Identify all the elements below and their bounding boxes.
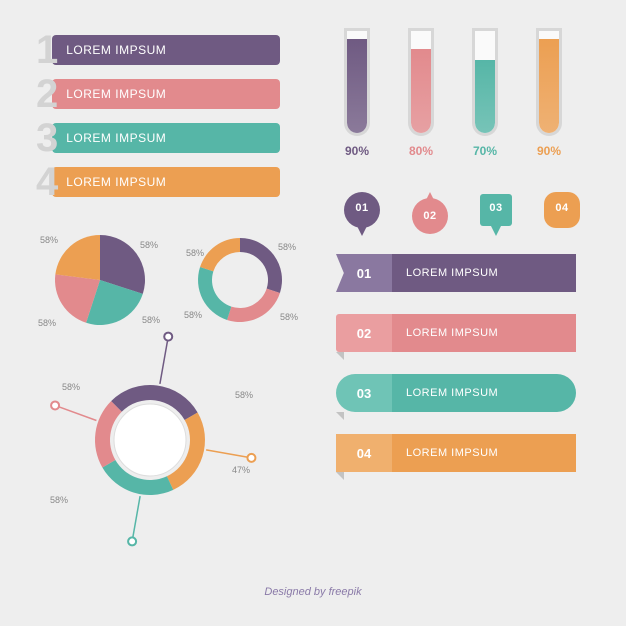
tube-container [536,28,562,136]
tube-fill [347,39,367,134]
tube-percent-label: 80% [400,144,442,158]
banner-bar: LOREM IMPSUM [52,35,280,65]
tube-container [344,28,370,136]
ribbon-1: 01 LOREM IMPSUM [336,254,576,292]
ribbon-body: LOREM IMPSUM [392,434,576,472]
pie-label: 58% [40,235,58,245]
ribbon-label: LOREM IMPSUM [406,387,498,399]
donut-label: 58% [184,310,202,320]
ribbon-label: LOREM IMPSUM [406,267,498,279]
banner-label: LOREM IMPSUM [66,175,166,189]
ribbon-label: LOREM IMPSUM [406,447,498,459]
ring-callout-label: 47% [232,465,250,475]
ring-callout-label: 58% [62,382,80,392]
banner-label: LOREM IMPSUM [66,131,166,145]
ribbon-number-flag: 01 [336,254,392,292]
marker-number: 01 [340,202,384,214]
ring-callout-label: 58% [50,495,68,505]
pie-label: 58% [142,315,160,325]
banner-bar: LOREM IMPSUM [52,79,280,109]
marker-badge-2: 02 [408,190,452,238]
tube-fill [411,49,431,133]
banner-row-3: 3 LOREM IMPSUM [36,118,280,158]
marker-number: 02 [408,210,452,222]
ribbon-body: LOREM IMPSUM [392,374,576,412]
tube-percent-label: 90% [528,144,570,158]
banner-number: 4 [36,162,56,202]
pie-label: 58% [140,240,158,250]
ribbon-2: 02 LOREM IMPSUM [336,314,576,352]
tube-container [472,28,498,136]
ribbon-4: 04 LOREM IMPSUM [336,434,576,472]
ribbon-label: LOREM IMPSUM [406,327,498,339]
marker-number: 04 [540,202,584,214]
donut-label: 58% [280,312,298,322]
marker-badge-1: 01 [340,190,384,238]
ribbon-3: 03 LOREM IMPSUM [336,374,576,412]
pie-label: 58% [38,318,56,328]
ring-callout-label: 58% [235,390,253,400]
pin-icon [342,190,382,238]
banner-number: 2 [36,74,56,114]
banner-number: 3 [36,118,56,158]
test-tube-2: 80% [400,28,442,158]
banner-row-2: 2 LOREM IMPSUM [36,74,280,114]
banner-row-1: 1 LOREM IMPSUM [36,30,280,70]
ribbon-body: LOREM IMPSUM [392,314,576,352]
ribbon-number-flag: 04 [336,434,392,472]
tube-percent-label: 70% [464,144,506,158]
marker-number: 03 [474,202,518,214]
ribbon-number-flag: 03 [336,374,392,412]
pin-icon [476,190,516,238]
marker-badge-3: 03 [474,190,518,238]
tube-container [408,28,434,136]
test-tube-3: 70% [464,28,506,158]
marker-badge-4: 04 [540,190,584,230]
test-tube-1: 90% [336,28,378,158]
footer-credit: Designed by freepik [0,586,626,598]
banner-bar: LOREM IMPSUM [52,167,280,197]
tube-percent-label: 90% [336,144,378,158]
banner-label: LOREM IMPSUM [66,43,166,57]
banner-number: 1 [36,30,56,70]
banner-bar: LOREM IMPSUM [52,123,280,153]
banner-label: LOREM IMPSUM [66,87,166,101]
ribbon-body: LOREM IMPSUM [392,254,576,292]
tube-fill [539,39,559,134]
ribbon-number-flag: 02 [336,314,392,352]
tube-fill [475,60,495,134]
donut-label: 58% [186,248,204,258]
donut-label: 58% [278,242,296,252]
banner-row-4: 4 LOREM IMPSUM [36,162,280,202]
test-tube-4: 90% [528,28,570,158]
